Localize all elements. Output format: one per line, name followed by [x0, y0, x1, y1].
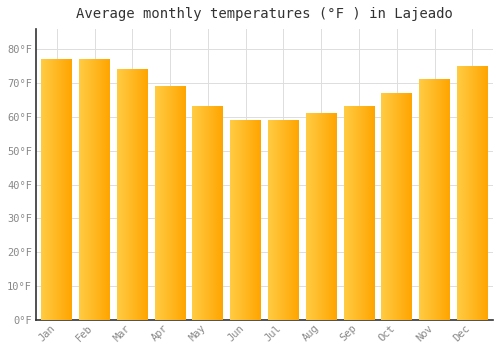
Bar — [419, 80, 450, 320]
Bar — [382, 93, 412, 320]
Title: Average monthly temperatures (°F ) in Lajeado: Average monthly temperatures (°F ) in La… — [76, 7, 453, 21]
Bar — [268, 120, 299, 320]
Bar — [230, 120, 261, 320]
Bar — [117, 70, 148, 320]
Bar — [192, 107, 224, 320]
Bar — [306, 114, 336, 320]
Bar — [457, 66, 488, 320]
Bar — [154, 86, 186, 320]
Bar — [79, 60, 110, 320]
Bar — [344, 107, 374, 320]
Bar — [42, 60, 72, 320]
